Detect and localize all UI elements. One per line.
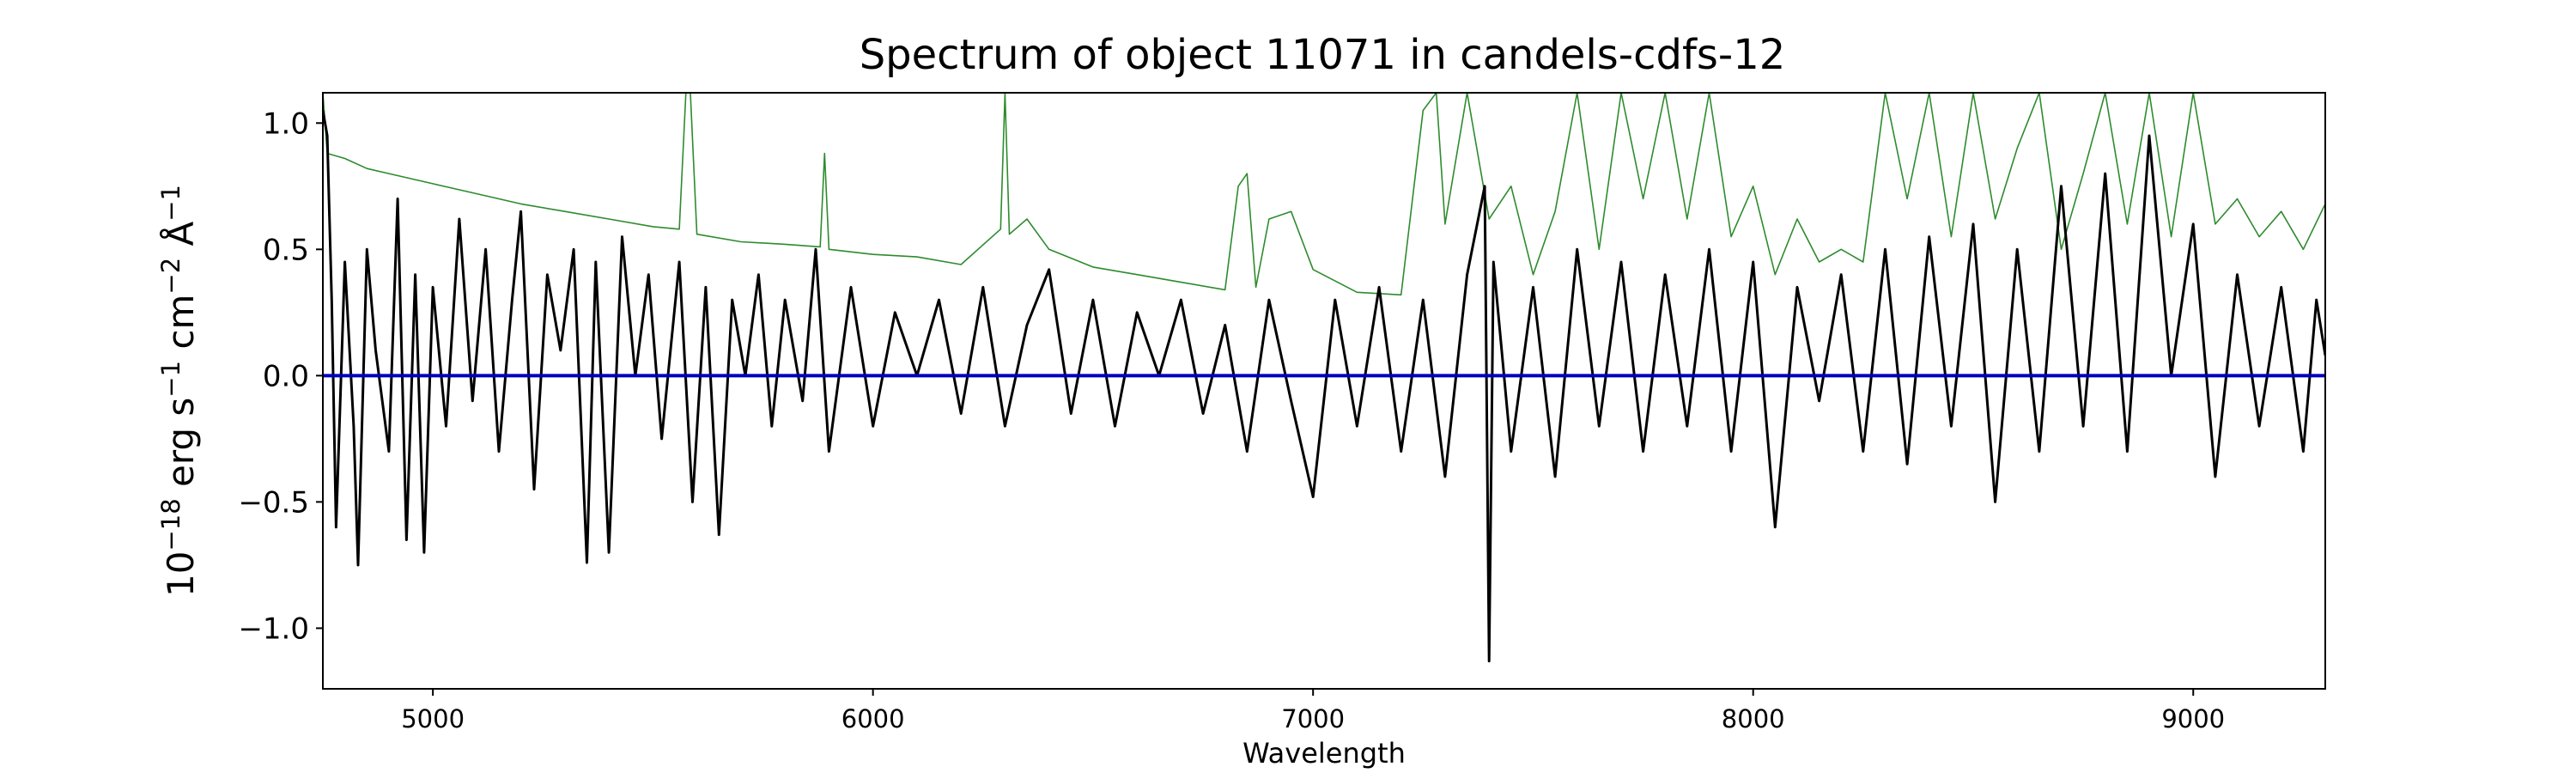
axes-frame: [322, 92, 2326, 690]
chart-title: Spectrum of object 11071 in candels-cdfs…: [860, 31, 1786, 79]
plot-area: [322, 92, 2326, 690]
x-axis-label: Wavelength: [1242, 737, 1406, 770]
y-tick-label: 1.0: [263, 107, 309, 141]
x-tick-label: 7000: [1281, 704, 1345, 733]
y-axis-label-part: Å: [159, 222, 202, 258]
x-axis-ticks: 5000 6000 7000 8000 9000: [401, 689, 2225, 733]
y-axis-label-exponent: −18: [156, 498, 185, 551]
y-axis-label: 10−18 erg s−1 cm−2 Å−1: [156, 185, 202, 597]
y-axis-label-exponent: −1: [156, 185, 185, 222]
y-axis-label-exponent: −1: [156, 361, 185, 398]
x-tick-label: 9000: [2161, 704, 2225, 733]
y-axis-ticks: −1.0 −0.5 0.0 0.5 1.0: [238, 107, 323, 646]
y-tick-label: 0.0: [263, 359, 309, 393]
error-series-line: [323, 93, 2325, 296]
y-tick-label: −1.0: [238, 612, 309, 646]
y-axis-label-exponent: −2: [156, 258, 185, 295]
x-tick-label: 8000: [1722, 704, 1785, 733]
y-tick-label: −0.5: [238, 485, 309, 520]
y-axis-label-part: 10: [160, 551, 202, 597]
x-tick-label: 6000: [841, 704, 905, 733]
series-layer: [323, 93, 2325, 663]
flux-series-line: [323, 110, 2325, 663]
y-tick-label: 0.5: [263, 233, 309, 267]
y-axis-label-part: erg s: [160, 398, 202, 499]
x-tick-label: 5000: [401, 704, 465, 733]
y-axis-label-part: cm: [160, 295, 202, 361]
